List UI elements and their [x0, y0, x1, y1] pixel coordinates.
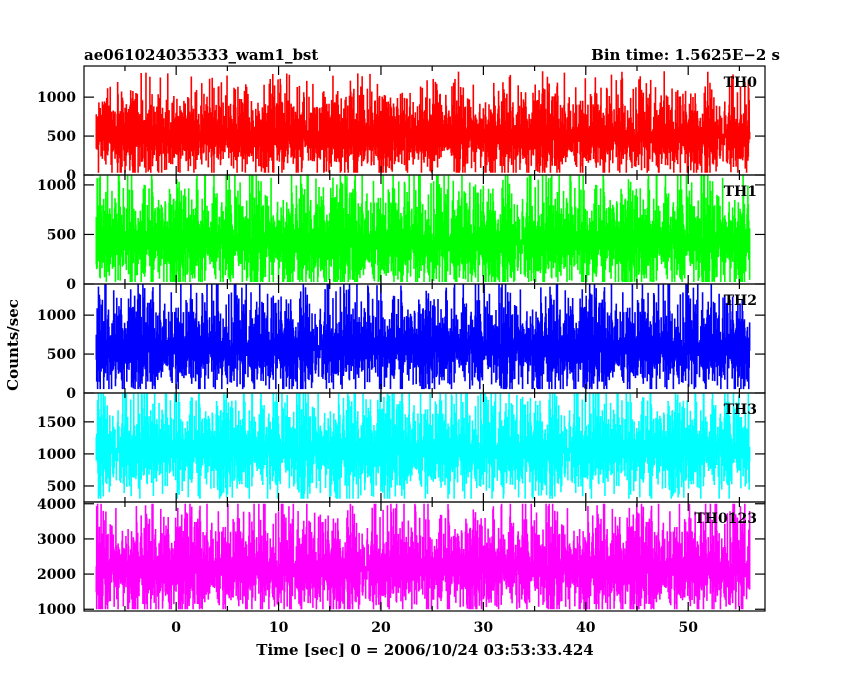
- y-tick-label: 3000: [37, 532, 76, 548]
- y-tick-label: 1000: [37, 308, 76, 324]
- y-tick-label: 500: [47, 129, 76, 145]
- series-th0: [95, 71, 751, 173]
- x-tick-label: 20: [371, 620, 391, 636]
- y-tick-label: 4000: [37, 497, 76, 513]
- panel-frame: [83, 501, 766, 612]
- x-tick-label: 10: [269, 620, 289, 636]
- y-tick-label: 0: [66, 168, 76, 184]
- y-tick-label: 500: [47, 347, 76, 363]
- chart-title: ae061024035333_wam1_bst: [84, 46, 318, 64]
- y-tick-label: 500: [47, 227, 76, 243]
- x-tick-label: 0: [171, 620, 181, 636]
- y-tick-label: 1000: [37, 602, 76, 618]
- panel-label: TH1: [724, 184, 757, 200]
- panel-th2: 0 500 1000 TH2: [37, 283, 766, 402]
- series-th3: [95, 393, 751, 499]
- panel-th0: 0 500 1000 TH0: [37, 65, 766, 184]
- x-axis-label: Time [sec] 0 = 2006/10/24 03:53:33.424: [256, 641, 593, 659]
- series-th1: [95, 175, 751, 282]
- panel-label: TH3: [724, 402, 757, 418]
- y-tick-label: 2000: [37, 567, 76, 583]
- panel-th1: 0 500 1000 TH1: [37, 174, 766, 293]
- panel-label: TH2: [724, 293, 757, 309]
- y-tick-label: 1000: [37, 90, 76, 106]
- panel-label: TH0: [724, 75, 758, 91]
- series-th2: [95, 284, 751, 390]
- x-tick-label: 40: [576, 620, 596, 636]
- y-tick-label: 1000: [37, 178, 76, 194]
- panel-th0123: 1000 2000 3000 4000 TH0123: [37, 497, 766, 618]
- x-tick-label: 50: [678, 620, 698, 636]
- series-th0123: [95, 503, 751, 610]
- y-tick-label: 0: [66, 277, 76, 293]
- panel-label: TH0123: [694, 511, 757, 527]
- x-tick-label: 30: [474, 620, 494, 636]
- y-tick-label: 1000: [37, 447, 76, 463]
- y-tick-label: 0: [66, 386, 76, 402]
- panel-th3: 500 1000 1500 TH3: [37, 392, 766, 503]
- bin-time-label: Bin time: 1.5625E−2 s: [591, 46, 780, 64]
- x-axis: 0 10 20 30 40 50: [171, 620, 698, 636]
- y-tick-label: 500: [47, 479, 76, 495]
- y-axis-label: Counts/sec: [4, 299, 22, 391]
- panels-group: 0 500 1000 TH0 0 500 1000 TH1 0 500 1000 TH2 500 1000…: [37, 65, 766, 618]
- y-tick-label: 1500: [37, 415, 76, 431]
